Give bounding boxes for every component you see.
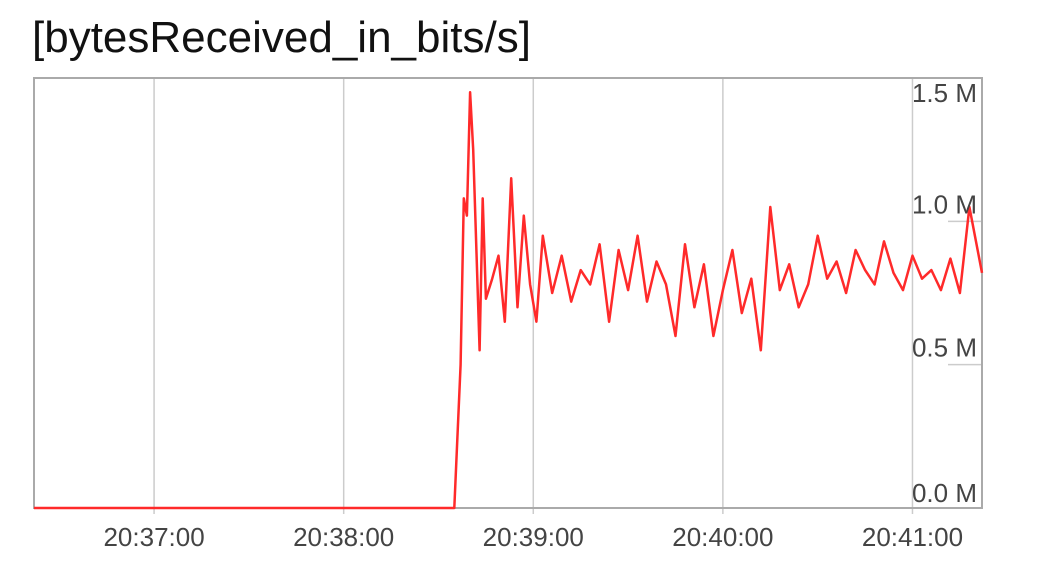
- x-tick-label: 20:38:00: [293, 522, 394, 552]
- x-tick-label: 20:41:00: [862, 522, 963, 552]
- y-tick-label: 1.5 M: [912, 78, 977, 108]
- x-axis: 20:37:00 20:38:00 20:39:00 20:40:00 20:41:00: [103, 522, 963, 552]
- series-layer: [34, 91, 984, 510]
- y-tick-label: 0.5 M: [912, 333, 977, 363]
- x-tick-label: 20:39:00: [483, 522, 584, 552]
- grid: [153, 77, 982, 514]
- x-tick-label: 20:37:00: [103, 522, 204, 552]
- chart-title: [bytesReceived_in_bits/s]: [32, 13, 531, 62]
- y-tick-label: 0.0 M: [912, 478, 977, 508]
- plot-frame: [33, 77, 983, 509]
- y-axis: 0.0 M 0.5 M 1.0 M 1.5 M: [912, 78, 977, 508]
- x-tick-label: 20:40:00: [672, 522, 773, 552]
- series-line: [34, 91, 984, 510]
- y-tick-label: 1.0 M: [912, 189, 977, 219]
